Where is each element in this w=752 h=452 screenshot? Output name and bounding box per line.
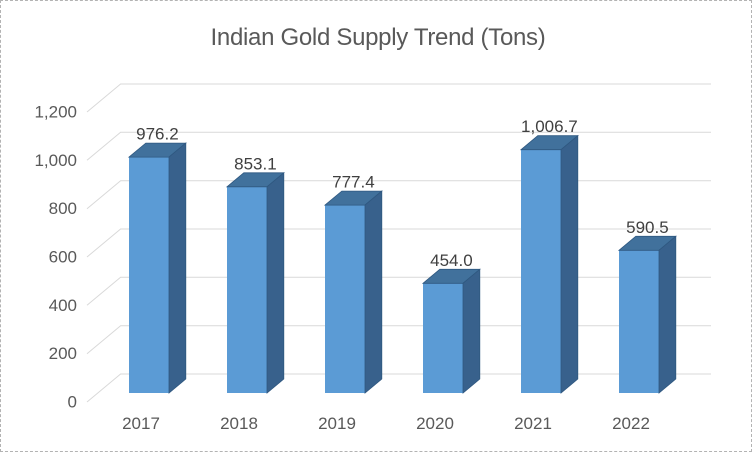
bar-side-face xyxy=(658,235,677,394)
bar-side-face xyxy=(168,142,187,394)
gridline-1200 xyxy=(86,83,711,113)
data-label-2019: 777.4 xyxy=(332,173,375,192)
bar-side-face xyxy=(266,171,285,394)
bar-front-face xyxy=(325,205,365,393)
bar-front-face xyxy=(619,250,659,393)
gridline-400 xyxy=(86,276,711,306)
y-tick-label: 200 xyxy=(49,344,77,363)
x-category-label-2019: 2019 xyxy=(318,414,356,433)
y-tick-label: 1,000 xyxy=(34,151,77,170)
bar-side-face xyxy=(560,134,579,394)
y-tick-label: 800 xyxy=(49,199,77,218)
gridline-200 xyxy=(86,325,711,355)
x-category-label-2020: 2020 xyxy=(416,414,454,433)
bar-2022 xyxy=(617,235,677,394)
gridline-0 xyxy=(86,373,711,403)
bar-side-face xyxy=(462,268,481,394)
bar-2019 xyxy=(323,190,383,394)
bar-2017 xyxy=(127,142,187,394)
bar-2021 xyxy=(519,134,579,394)
data-label-2018: 853.1 xyxy=(234,154,277,173)
data-labels: 976.2 853.1 777.4 454.0 1,006.7 590.5 xyxy=(136,117,669,270)
x-category-label-2022: 2022 xyxy=(612,414,650,433)
gridlines xyxy=(86,83,711,403)
gridline-600 xyxy=(86,228,711,258)
bar-front-face xyxy=(227,186,267,393)
data-label-2022: 590.5 xyxy=(626,218,669,237)
bar-front-face xyxy=(423,283,463,393)
x-category-label-2018: 2018 xyxy=(220,414,258,433)
bar-series xyxy=(127,134,677,394)
x-category-label-2017: 2017 xyxy=(122,414,160,433)
bar-side-face xyxy=(364,190,383,394)
y-axis-tick-labels: 0 200 400 600 800 1,000 1,200 xyxy=(34,103,77,412)
y-tick-label: 400 xyxy=(49,296,77,315)
x-axis-category-labels: 2017 2018 2019 2020 2021 2022 xyxy=(122,414,650,433)
x-category-label-2021: 2021 xyxy=(514,414,552,433)
bar-2018 xyxy=(225,171,285,394)
y-tick-label: 600 xyxy=(49,248,77,267)
data-label-2020: 454.0 xyxy=(430,251,473,270)
gridline-800 xyxy=(86,180,711,210)
data-label-2017: 976.2 xyxy=(136,125,179,144)
bar-front-face xyxy=(521,149,561,393)
gridline-1000 xyxy=(86,131,711,161)
chart-title: Indian Gold Supply Trend (Tons) xyxy=(211,24,546,51)
bar-2020 xyxy=(421,268,481,394)
bar-front-face xyxy=(129,157,169,393)
y-tick-label: 1,200 xyxy=(34,103,77,122)
data-label-2021: 1,006.7 xyxy=(521,117,578,136)
y-tick-label: 0 xyxy=(68,393,77,412)
